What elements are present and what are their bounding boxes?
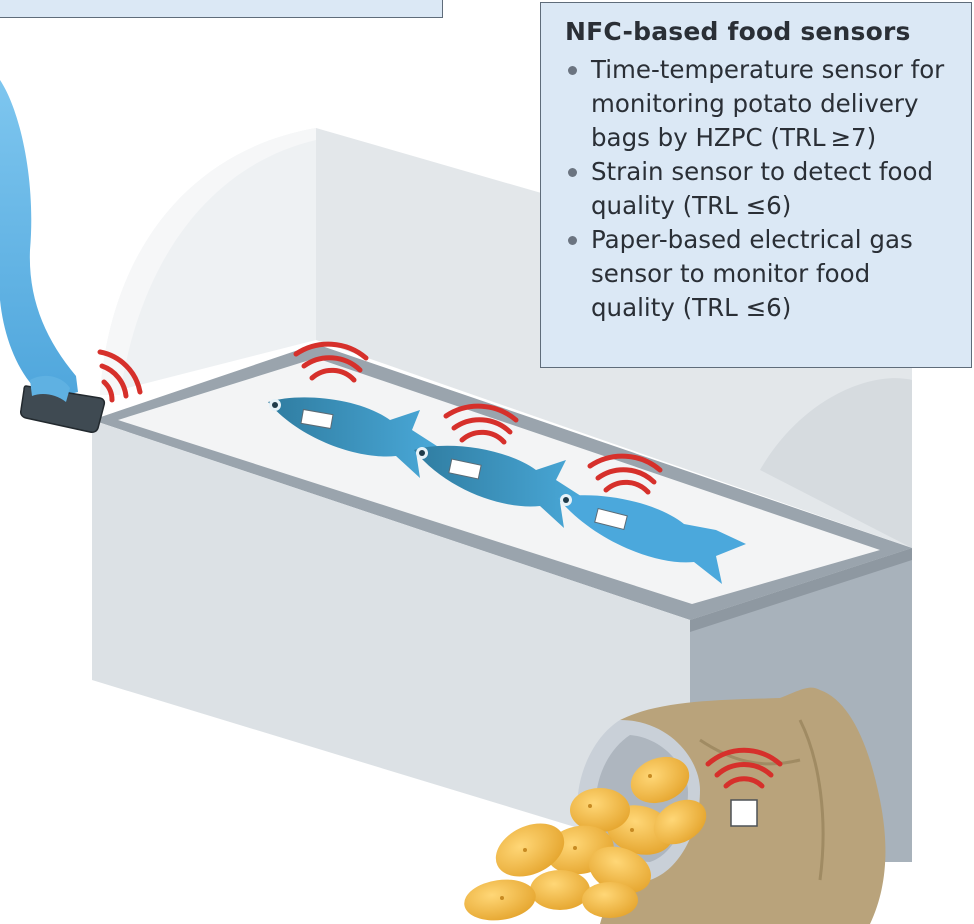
sensor-list: Time-temperature sensor for monitoring p…: [565, 53, 951, 325]
fish-icon: [414, 445, 584, 528]
list-item: Strain sensor to detect food quality (TR…: [565, 155, 951, 223]
fish-icon: [268, 397, 440, 478]
nfc-signal-icon: [293, 341, 369, 383]
phone-icon: [20, 385, 106, 433]
nfc-signal-icon: [705, 747, 783, 789]
list-item: Time-temperature sensor for monitoring p…: [565, 53, 951, 155]
potato-icon: [464, 756, 707, 921]
nfc-signal-icon: [587, 453, 663, 495]
info-box-title: NFC-based food sensors: [565, 17, 911, 46]
hand-holding-phone: [0, 80, 106, 433]
list-item: Paper-based electrical gas sensor to mon…: [565, 223, 951, 325]
sensor-tag-icon: [730, 799, 758, 827]
nfc-sensors-info-box: NFC-based food sensors Time-temperature …: [540, 2, 972, 368]
nfc-signal-icon: [443, 403, 519, 445]
nfc-signal-icon: [97, 349, 143, 403]
fish-icon: [558, 494, 746, 584]
cut-off-info-box: [0, 0, 443, 18]
